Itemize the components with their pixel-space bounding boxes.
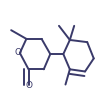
Text: O: O — [15, 48, 22, 57]
Text: O: O — [25, 81, 32, 90]
